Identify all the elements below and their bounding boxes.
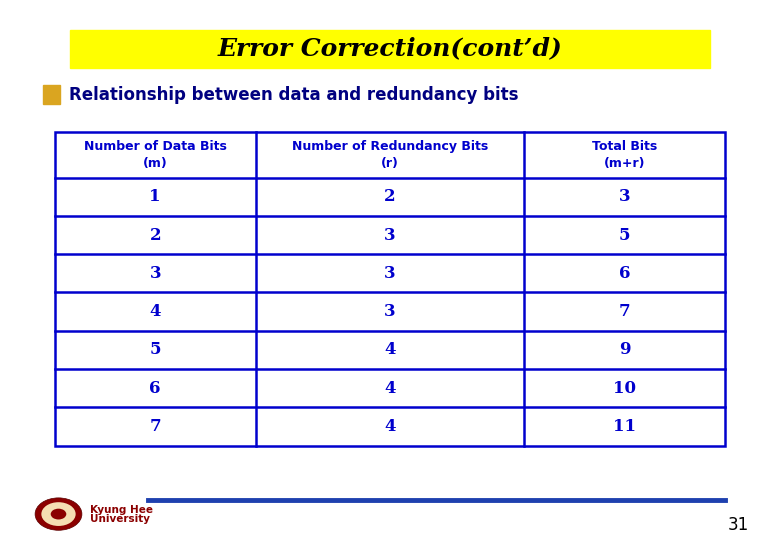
Circle shape (35, 498, 82, 530)
Text: 2: 2 (150, 227, 161, 244)
Text: 4: 4 (150, 303, 161, 320)
Text: 5: 5 (619, 227, 630, 244)
Text: 7: 7 (150, 418, 161, 435)
Text: 9: 9 (619, 341, 630, 359)
Text: 2: 2 (385, 188, 395, 205)
FancyBboxPatch shape (70, 30, 710, 68)
Text: 6: 6 (150, 380, 161, 396)
Circle shape (41, 502, 76, 526)
Circle shape (51, 509, 66, 519)
Text: 3: 3 (150, 265, 161, 282)
Text: Number of Data Bits
(m): Number of Data Bits (m) (83, 140, 227, 170)
Text: 6: 6 (619, 265, 630, 282)
Text: 4: 4 (385, 341, 395, 359)
Text: Kyung Hee: Kyung Hee (90, 505, 153, 515)
Text: 7: 7 (619, 303, 630, 320)
Text: 3: 3 (385, 265, 395, 282)
Bar (43, 85, 60, 104)
Text: 4: 4 (385, 418, 395, 435)
Text: 31: 31 (728, 516, 749, 534)
Text: 11: 11 (613, 418, 636, 435)
Text: 1: 1 (150, 188, 161, 205)
Text: University: University (90, 515, 150, 524)
Text: Total Bits
(m+r): Total Bits (m+r) (592, 140, 658, 170)
Text: Relationship between data and redundancy bits: Relationship between data and redundancy… (69, 85, 518, 104)
Text: 3: 3 (385, 303, 395, 320)
Text: Error Correction(cont’d): Error Correction(cont’d) (218, 37, 562, 60)
Text: 3: 3 (619, 188, 630, 205)
Text: Number of Redundancy Bits
(r): Number of Redundancy Bits (r) (292, 140, 488, 170)
Text: 10: 10 (613, 380, 636, 396)
Bar (55, 132, 725, 446)
Text: 4: 4 (385, 380, 395, 396)
Text: 3: 3 (385, 227, 395, 244)
Text: 5: 5 (150, 341, 161, 359)
